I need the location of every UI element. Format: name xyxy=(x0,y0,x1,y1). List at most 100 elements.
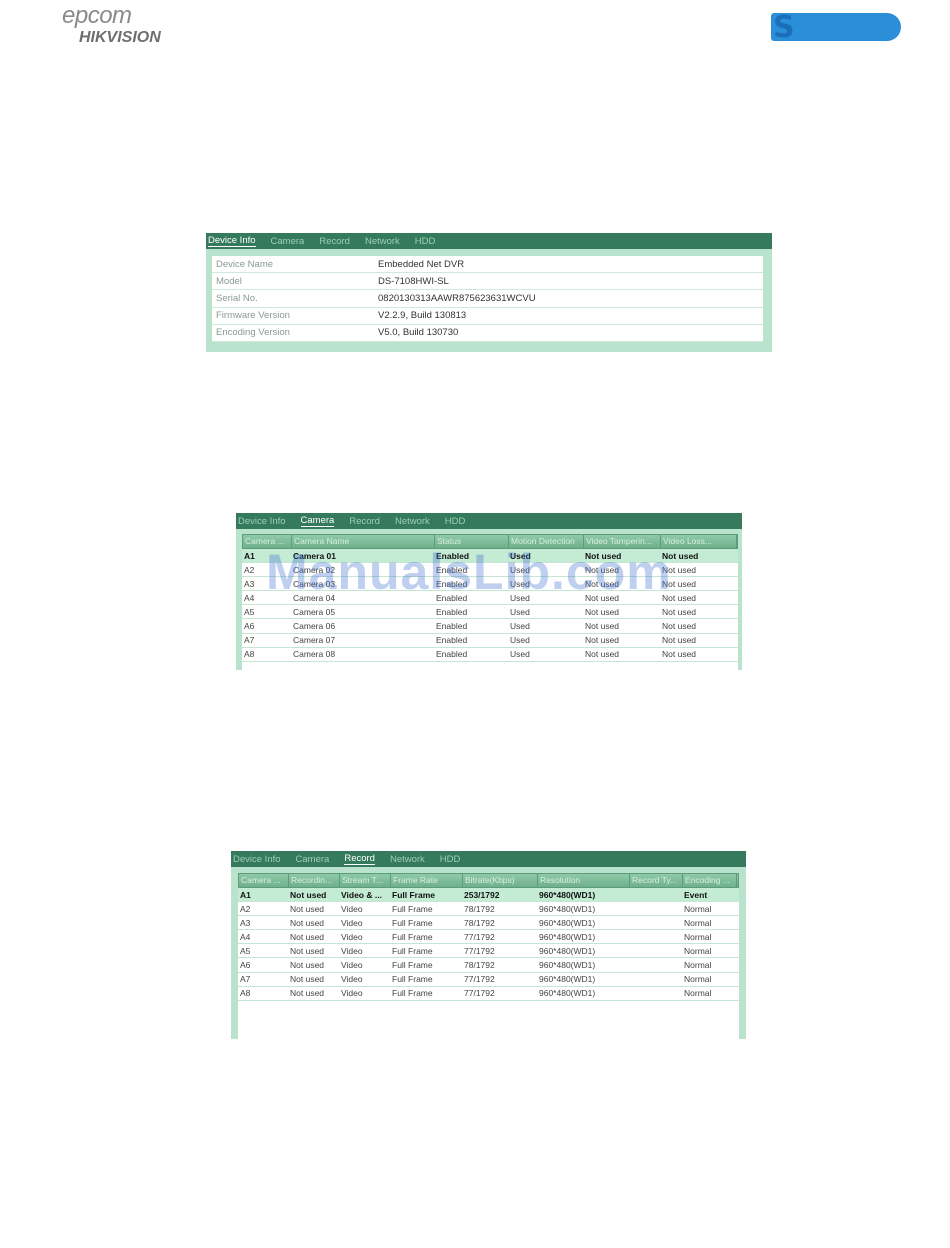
tab-device-info[interactable]: Device Info xyxy=(233,853,281,865)
camera-table: Camera ... Camera Name Status Motion Detect… xyxy=(242,534,738,670)
table-cell: Normal xyxy=(684,931,712,942)
hikvision-logo: HIKVISION xyxy=(79,29,161,46)
table-row[interactable]: A3 Not used Video Full Frame 78/1792 960*480(… xyxy=(238,916,739,931)
table-cell: Camera 07 xyxy=(293,635,336,646)
column-header[interactable]: Motion Detection xyxy=(509,535,584,548)
table-row[interactable]: A6 Not used Video Full Frame 78/1792 960*480(… xyxy=(238,958,739,973)
table-cell: A1 xyxy=(240,889,251,900)
camera-panel: Device Info Camera Record Network HDD Camera… xyxy=(236,513,742,670)
table-row[interactable]: A2 Camera 02 Enabled Used Not used Not used xyxy=(242,563,738,578)
info-value: 0820130313AAWR875623631WCVU xyxy=(378,292,536,304)
table-cell: Full Frame xyxy=(392,903,433,914)
column-header[interactable]: Video Tamperin... xyxy=(584,535,661,548)
table-cell: 77/1792 xyxy=(464,988,495,999)
info-label: Model xyxy=(216,275,242,287)
tab-network[interactable]: Network xyxy=(394,515,430,527)
tab-device-info[interactable]: Device Info xyxy=(208,235,256,247)
table-row[interactable]: A4 Not used Video Full Frame 77/1792 960*480(… xyxy=(238,930,739,945)
table-row[interactable]: A5 Camera 05 Enabled Used Not used Not used xyxy=(242,605,738,620)
table-row[interactable]: A6 Camera 06 Enabled Used Not used Not used xyxy=(242,619,738,634)
table-cell: Used xyxy=(510,592,530,603)
tab-hdd[interactable]: HDD xyxy=(439,853,461,865)
table-cell: Not used xyxy=(585,550,622,561)
table-cell: Full Frame xyxy=(392,931,433,942)
table-row[interactable]: A7 Camera 07 Enabled Used Not used Not used xyxy=(242,634,738,648)
table-row[interactable]: A3 Camera 03 Enabled Used Not used Not used xyxy=(242,577,738,592)
table-cell: Normal xyxy=(684,945,712,956)
table-cell: Full Frame xyxy=(392,988,433,999)
device-info-table: Device Name Embedded Net DVR Model DS-7108H… xyxy=(212,256,763,342)
tab-camera[interactable]: Camera xyxy=(300,515,335,527)
table-cell: Enabled xyxy=(436,649,468,660)
table-cell: Used xyxy=(510,621,530,632)
column-header[interactable]: Encoding ... xyxy=(683,874,737,887)
table-row[interactable]: A4 Camera 04 Enabled Used Not used Not used xyxy=(242,591,738,606)
info-value: V5.0, Build 130730 xyxy=(378,327,459,339)
tab-record[interactable]: Record xyxy=(319,235,350,247)
column-header[interactable]: Stream T... xyxy=(340,874,391,887)
tab-network[interactable]: Network xyxy=(364,235,400,247)
table-row[interactable]: A8 Camera 08 Enabled Used Not used Not used xyxy=(242,648,738,662)
info-label: Firmware Version xyxy=(216,310,290,322)
table-header: Camera ... Recordin... Stream T... Frame Ra… xyxy=(238,873,739,888)
table-cell: Not used xyxy=(585,621,620,632)
table-cell: Enabled xyxy=(436,564,468,575)
table-cell: Camera 08 xyxy=(293,649,336,660)
table-cell: Enabled xyxy=(436,606,468,617)
column-header[interactable]: Frame Rate xyxy=(391,874,463,887)
table-cell: Not used xyxy=(290,974,325,985)
table-cell: Not used xyxy=(662,564,697,575)
column-header[interactable]: Camera Name xyxy=(292,535,435,548)
table-cell: 253/1792 xyxy=(464,889,500,900)
info-label: Serial No. xyxy=(216,292,258,304)
table-cell: Not used xyxy=(662,621,697,632)
table-row[interactable]: A2 Not used Video Full Frame 78/1792 960*480(… xyxy=(238,902,739,917)
table-cell: 77/1792 xyxy=(464,974,495,985)
table-row[interactable]: A5 Not used Video Full Frame 77/1792 960*480(… xyxy=(238,944,739,959)
column-header[interactable]: Status xyxy=(435,535,509,548)
info-label: Encoding Version xyxy=(216,327,290,339)
table-cell: 960*480(WD1) xyxy=(539,931,596,942)
table-cell: Enabled xyxy=(436,578,468,589)
tab-hdd[interactable]: HDD xyxy=(444,515,466,527)
table-row[interactable]: A1 Camera 01 Enabled Used Not used Not used xyxy=(242,549,738,564)
column-header[interactable]: Video Loss... xyxy=(661,535,737,548)
info-label: Device Name xyxy=(216,258,274,270)
column-header[interactable]: Camera ... xyxy=(239,874,289,887)
table-cell: Normal xyxy=(684,988,712,999)
tab-record[interactable]: Record xyxy=(344,853,375,865)
table-cell: Not used xyxy=(662,550,699,561)
table-cell: Full Frame xyxy=(392,974,433,985)
info-value: DS-7108HWI-SL xyxy=(378,275,449,287)
tab-network[interactable]: Network xyxy=(389,853,425,865)
table-cell: Normal xyxy=(684,917,712,928)
watermark: ManualsLib.com xyxy=(266,544,672,600)
table-cell: Not used xyxy=(662,592,697,603)
column-header[interactable]: Resolution xyxy=(538,874,630,887)
tab-device-info[interactable]: Device Info xyxy=(238,515,286,527)
table-cell: A5 xyxy=(244,606,255,617)
info-row: Device Name Embedded Net DVR xyxy=(212,256,763,274)
table-row[interactable]: A1 Not used Video & ... Full Frame 253/1792 9… xyxy=(238,888,739,903)
table-cell: Normal xyxy=(684,903,712,914)
table-cell: 77/1792 xyxy=(464,945,495,956)
table-cell: A8 xyxy=(240,988,251,999)
column-header[interactable]: Recordin... xyxy=(289,874,340,887)
table-cell: Full Frame xyxy=(392,960,433,971)
column-header[interactable]: Camera ... xyxy=(243,535,292,548)
tab-hdd[interactable]: HDD xyxy=(414,235,436,247)
tab-camera[interactable]: Camera xyxy=(270,235,305,247)
table-row[interactable]: A7 Not used Video Full Frame 77/1792 960*480(… xyxy=(238,973,739,987)
column-header[interactable]: Bitrate(Kbps) xyxy=(463,874,538,887)
column-header[interactable]: Record Ty... xyxy=(630,874,683,887)
table-cell: Not used xyxy=(585,606,620,617)
table-cell: Not used xyxy=(290,960,325,971)
table-cell: 78/1792 xyxy=(464,960,495,971)
info-row: Firmware Version V2.2.9, Build 130813 xyxy=(212,308,763,325)
tab-camera[interactable]: Camera xyxy=(295,853,330,865)
table-row[interactable]: A8 Not used Video Full Frame 77/1792 960*480(… xyxy=(238,987,739,1001)
tab-record[interactable]: Record xyxy=(349,515,380,527)
table-cell: 960*480(WD1) xyxy=(539,960,596,971)
record-table: Camera ... Recordin... Stream T... Frame Ra… xyxy=(238,873,739,1039)
table-cell: Video xyxy=(341,903,363,914)
